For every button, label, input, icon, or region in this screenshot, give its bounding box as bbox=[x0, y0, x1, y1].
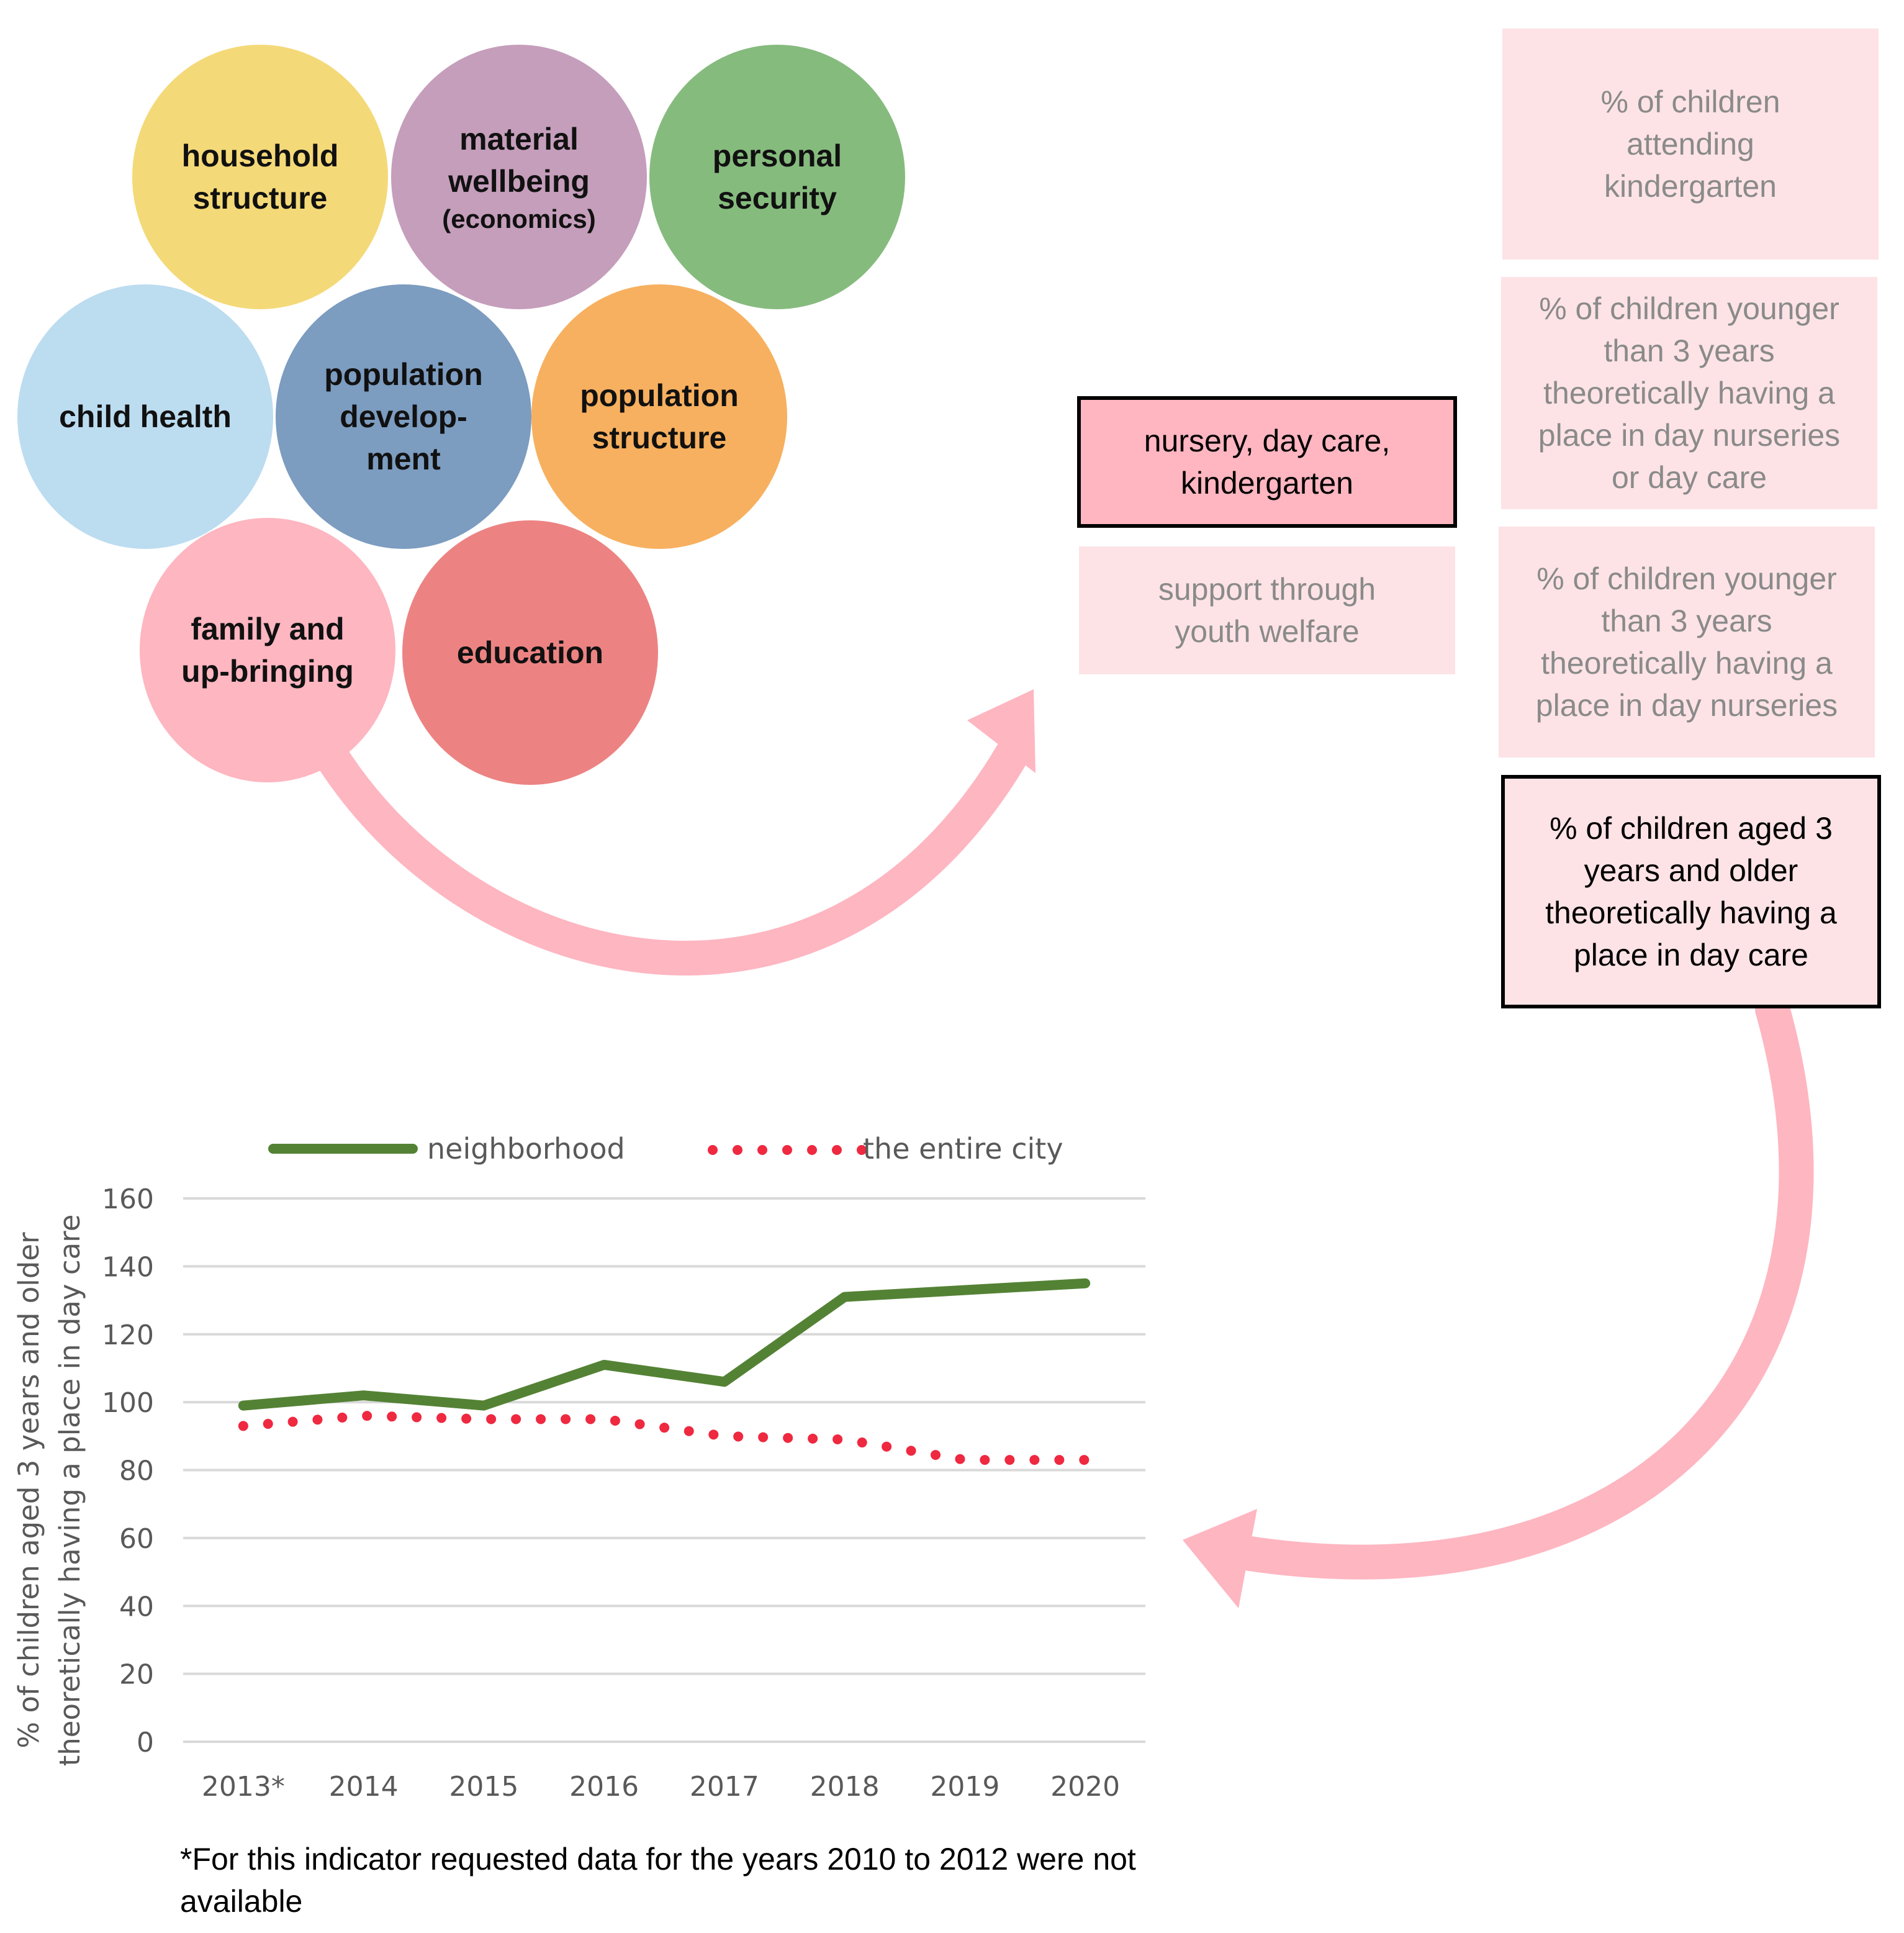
legend-dot bbox=[782, 1145, 792, 1155]
x-tick-label: 2017 bbox=[690, 1771, 759, 1803]
domain-population-development: population develop-ment bbox=[276, 284, 531, 549]
arrowhead-upper bbox=[967, 689, 1035, 773]
y-tick-label: 60 bbox=[119, 1523, 154, 1555]
arrow-family-to-subdomain bbox=[312, 735, 1029, 976]
x-tick-labels: 2013* 2014 2015 2016 2017 2018 2019 2020 bbox=[202, 1771, 1120, 1803]
arrow-indicator-to-chart bbox=[1224, 992, 1814, 1580]
legend-label-neighborhood: neighborhood bbox=[427, 1132, 625, 1166]
x-tick-label: 2018 bbox=[810, 1771, 880, 1803]
data-point bbox=[844, 1439, 846, 1440]
domain-household-structure: household structure bbox=[132, 45, 388, 309]
domain-label-sub: (economics) bbox=[442, 204, 596, 233]
indicator-label: % of children younger than 3 years theor… bbox=[1538, 291, 1841, 495]
y-axis-label-line2: theoretically having a place in day care bbox=[53, 1215, 86, 1767]
indicator-label: % of children attending kindergarten bbox=[1600, 84, 1780, 204]
legend-dot bbox=[832, 1145, 842, 1155]
legend-dot bbox=[708, 1145, 718, 1155]
y-tick-labels: 0 20 40 60 80 100 120 140 160 bbox=[102, 1184, 154, 1759]
series-line-neighborhood bbox=[238, 1278, 1091, 1411]
data-point bbox=[603, 1418, 605, 1419]
x-tick-label: 2016 bbox=[569, 1771, 639, 1803]
y-tick-label: 80 bbox=[119, 1455, 154, 1487]
data-point bbox=[724, 1436, 725, 1437]
legend-label-city: the entire city bbox=[863, 1132, 1063, 1166]
domain-label: family and up-bringing bbox=[181, 612, 354, 689]
series-line-city bbox=[238, 1411, 1091, 1465]
y-tick-label: 0 bbox=[137, 1727, 154, 1759]
domain-label-main: material wellbeing bbox=[448, 122, 590, 199]
y-tick-label: 160 bbox=[102, 1184, 154, 1215]
y-axis-label-line1: % of children aged 3 years and older bbox=[12, 1232, 45, 1749]
subdomain-label: support through youth welfare bbox=[1158, 572, 1376, 649]
domain-label: personal security bbox=[712, 138, 842, 215]
subdomain-label: nursery, day care, kindergarten bbox=[1144, 423, 1391, 500]
indicator-over3-daycare: % of children aged 3 years and older the… bbox=[1501, 775, 1881, 1008]
legend-dot bbox=[733, 1145, 742, 1155]
x-tick-label: 2013* bbox=[202, 1771, 285, 1803]
y-tick-label: 20 bbox=[119, 1659, 154, 1691]
arrowhead-lower bbox=[1183, 1509, 1257, 1608]
footnote: *For this indicator requested data for t… bbox=[180, 1842, 1136, 1919]
domain-label: household structure bbox=[181, 138, 339, 215]
indicator-label: % of children younger than 3 years theor… bbox=[1535, 561, 1838, 723]
domain-label: child health bbox=[59, 399, 232, 434]
y-tick-label: 140 bbox=[102, 1251, 154, 1283]
y-tick-label: 100 bbox=[102, 1387, 154, 1419]
indicator-label: % of children aged 3 years and older the… bbox=[1545, 811, 1837, 972]
data-point bbox=[483, 1418, 484, 1419]
domain-label: population develop-ment bbox=[324, 357, 483, 476]
legend-dot bbox=[807, 1145, 817, 1155]
subdomain-youth-welfare: support through youth welfare bbox=[1079, 546, 1455, 674]
legend: neighborhood the entire city bbox=[268, 1132, 1063, 1166]
indicator-kindergarten: % of children attending kindergarten bbox=[1502, 29, 1879, 260]
indicator-under3-nursery: % of children younger than 3 years theor… bbox=[1499, 527, 1875, 758]
domain-child-health: child health bbox=[17, 284, 273, 549]
y-tick-label: 120 bbox=[102, 1320, 154, 1351]
domain-label: education bbox=[456, 635, 604, 670]
legend-swatch-city bbox=[708, 1145, 867, 1155]
x-tick-label: 2019 bbox=[930, 1771, 999, 1803]
domain-family-upbringing: family and up-bringing bbox=[140, 518, 395, 782]
domain-population-structure: population structure bbox=[531, 284, 787, 549]
domain-material-wellbeing: material wellbeing (economics) bbox=[391, 45, 647, 309]
indicator-under3-nursery-daycare: % of children younger than 3 years theor… bbox=[1501, 277, 1877, 509]
x-tick-label: 2014 bbox=[329, 1771, 399, 1803]
domain-personal-security: personal security bbox=[649, 45, 905, 309]
x-tick-label: 2020 bbox=[1050, 1771, 1120, 1803]
domain-label: material wellbeing (economics) bbox=[426, 118, 612, 236]
gridlines bbox=[183, 1197, 1145, 1743]
legend-dot bbox=[757, 1145, 767, 1155]
x-tick-label: 2015 bbox=[449, 1771, 518, 1803]
domain-education: education bbox=[402, 520, 658, 785]
legend-dot bbox=[857, 1145, 867, 1155]
subdomain-nursery: nursery, day care, kindergarten bbox=[1077, 396, 1457, 528]
y-tick-label: 40 bbox=[119, 1591, 154, 1623]
domain-label: population structure bbox=[580, 378, 739, 455]
series-lines bbox=[238, 1278, 1091, 1465]
